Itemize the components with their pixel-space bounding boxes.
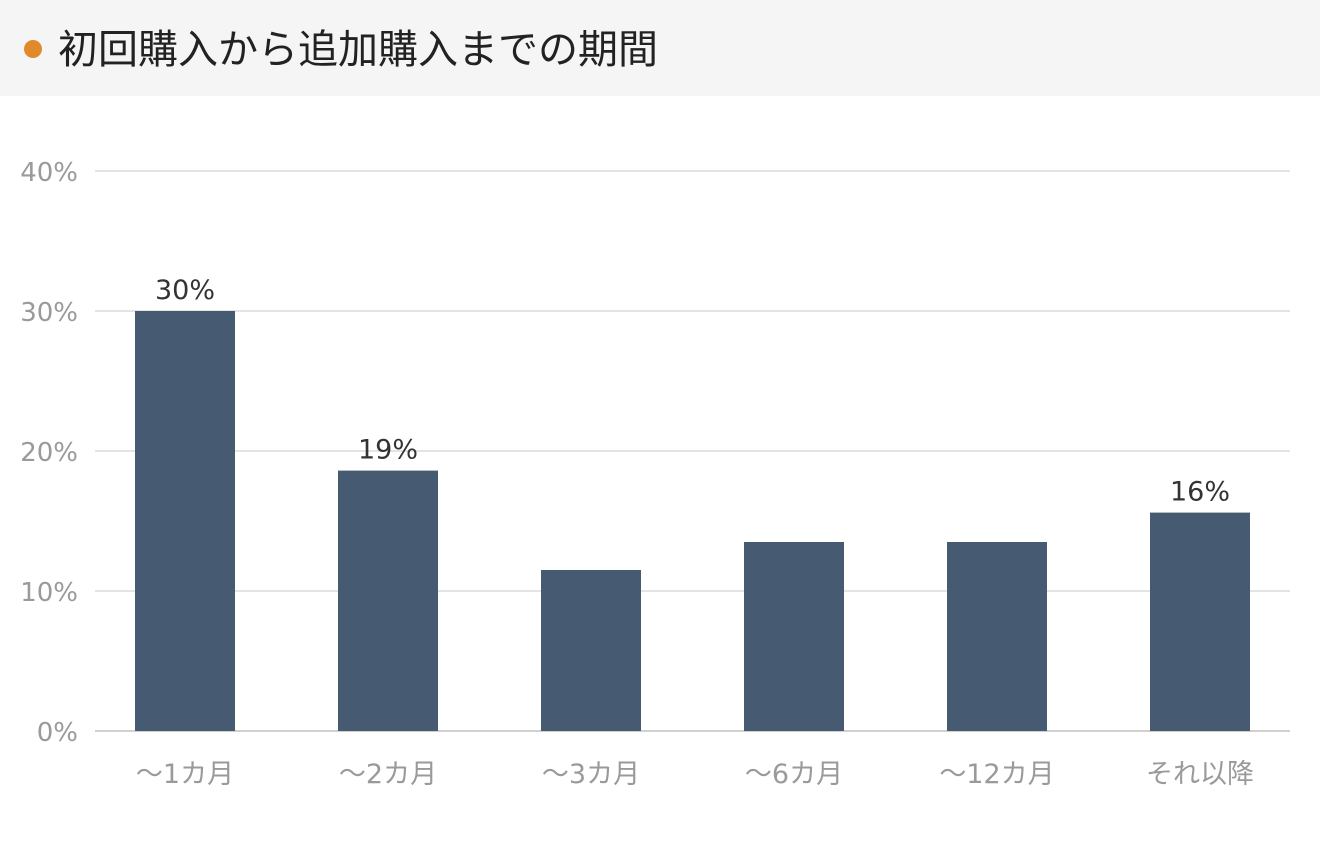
bar — [338, 470, 438, 731]
x-tick-label: 〜6カ月 — [745, 759, 843, 790]
y-tick-label: 10% — [20, 578, 78, 608]
y-tick-label: 20% — [20, 438, 78, 468]
data-label: 30% — [155, 275, 215, 306]
chart-header: 初回購入から追加購入までの期間 — [0, 0, 1320, 96]
x-tick-label: 〜12カ月 — [939, 759, 1054, 790]
bar — [1150, 512, 1250, 731]
bar — [744, 542, 844, 731]
x-tick-label: 〜2カ月 — [339, 759, 437, 790]
chart-title: 初回購入から追加購入までの期間 — [58, 27, 658, 73]
title-bullet-dot — [24, 40, 42, 58]
data-label: 16% — [1170, 477, 1230, 508]
y-tick-label: 30% — [20, 298, 78, 328]
x-tick-label: 〜1カ月 — [136, 759, 234, 790]
x-tick-label: それ以降 — [1146, 759, 1254, 790]
x-tick-label: 〜3カ月 — [542, 759, 640, 790]
bar — [947, 542, 1047, 731]
y-tick-label: 40% — [20, 158, 78, 188]
bar — [541, 570, 641, 731]
bar — [135, 311, 235, 731]
y-tick-label: 0% — [37, 718, 78, 748]
data-label: 19% — [358, 435, 418, 466]
